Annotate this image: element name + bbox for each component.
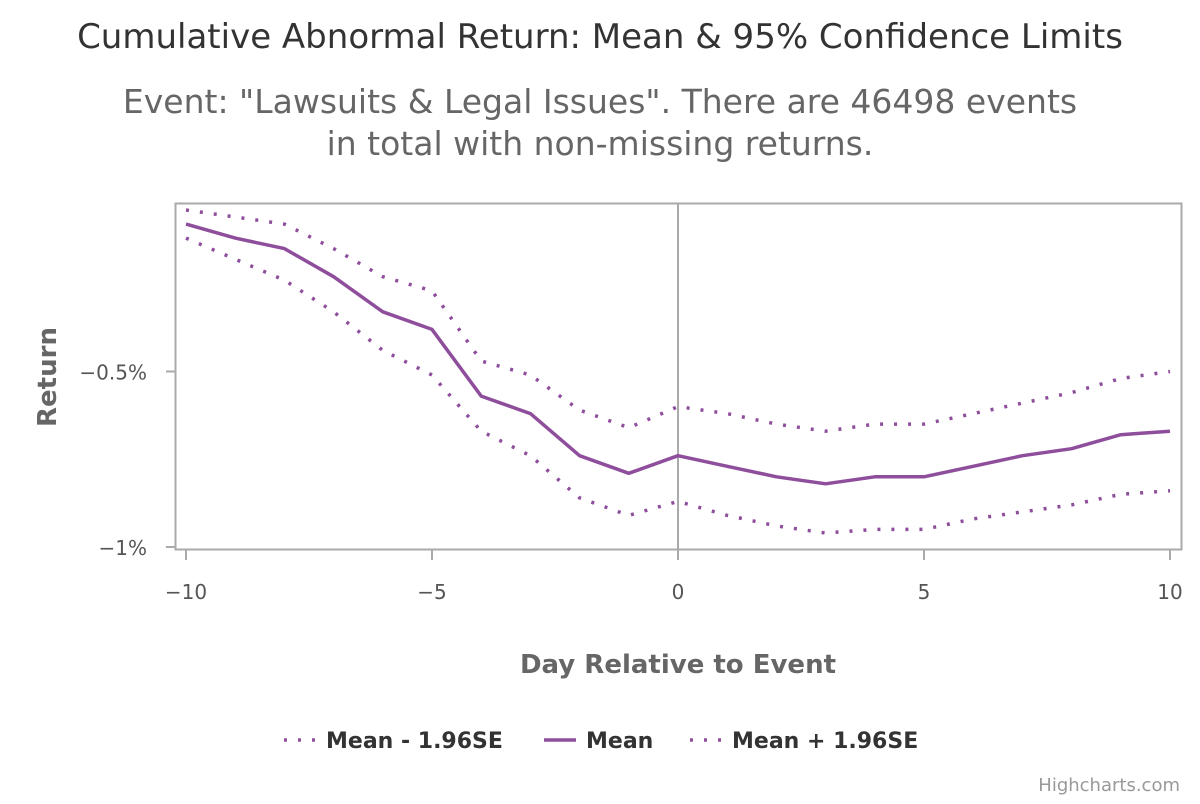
legend-label: Mean - 1.96SE xyxy=(326,729,503,754)
legend: Mean - 1.96SE Mean Mean + 1.96SE xyxy=(284,729,918,754)
legend-label: Mean xyxy=(586,729,653,754)
legend-item[interactable]: Mean + 1.96SE xyxy=(690,729,918,754)
legend-item[interactable]: Mean xyxy=(544,729,653,754)
x-axis-title: Day Relative to Event xyxy=(520,650,836,680)
x-tick-label: 5 xyxy=(918,580,931,604)
y-axis-ticks: −1% −0.5% xyxy=(79,360,176,560)
chart-subtitle-line-2: in total with non-missing returns. xyxy=(327,124,874,163)
chart-title: Cumulative Abnormal Return: Mean & 95% C… xyxy=(77,17,1123,57)
y-tick-label: −0.5% xyxy=(79,360,147,384)
legend-item[interactable]: Mean - 1.96SE xyxy=(284,729,503,754)
x-tick-label: 10 xyxy=(1157,580,1182,604)
y-tick-label: −1% xyxy=(99,536,148,560)
credits[interactable]: Highcharts.com xyxy=(1038,775,1180,796)
legend-label: Mean + 1.96SE xyxy=(732,729,918,754)
x-tick-label: −10 xyxy=(165,580,207,604)
x-tick-label: −5 xyxy=(417,580,446,604)
x-tick-label: 0 xyxy=(672,580,685,604)
plot-border xyxy=(174,202,1183,551)
series-group xyxy=(185,208,1171,535)
series-line-2[interactable] xyxy=(185,208,1171,433)
x-axis-ticks: −10 −5 0 5 10 xyxy=(165,550,1183,604)
y-axis-title: Return xyxy=(33,327,63,427)
series-line-1[interactable] xyxy=(185,222,1171,486)
chart-subtitle-line-1: Event: "Lawsuits & Legal Issues". There … xyxy=(123,82,1077,121)
